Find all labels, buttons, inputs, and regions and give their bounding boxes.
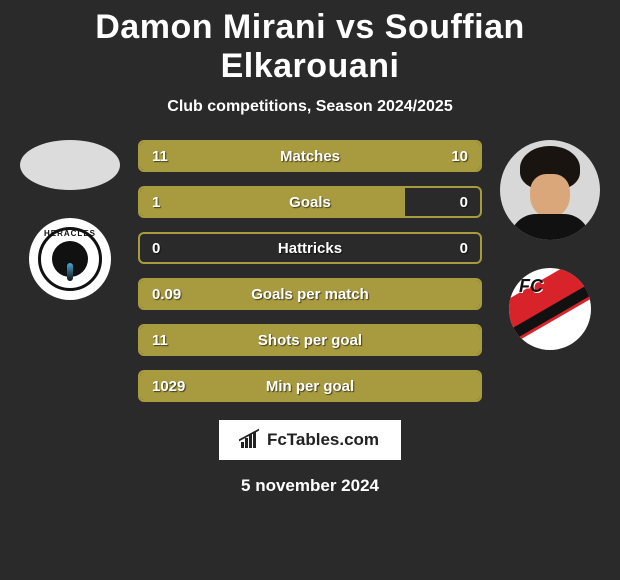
stat-label: Shots per goal <box>140 332 480 349</box>
stat-bars: 11Matches10 1Goals0 0Hattricks0 0.09Goals p… <box>138 140 482 402</box>
footer: FcTables.com 5 november 2024 <box>10 420 610 496</box>
avatar-shirt <box>510 214 590 240</box>
brand-text: FcTables.com <box>267 430 379 450</box>
club-badge-right: FC <box>509 268 591 350</box>
bar-overlay: 11Shots per goal <box>140 326 480 354</box>
stat-bar: 1Goals0 <box>138 186 482 218</box>
stat-bar: 11Shots per goal <box>138 324 482 356</box>
club-badge-left: HERACLES <box>29 218 111 300</box>
bar-overlay: 1029Min per goal <box>140 372 480 400</box>
page-title: Damon Mirani vs Souffian Elkarouani <box>10 8 610 86</box>
right-side: FC <box>500 140 600 350</box>
bar-overlay: 11Matches10 <box>140 142 480 170</box>
avatar-face <box>530 174 570 218</box>
stat-label: Hattricks <box>140 240 480 257</box>
comparison-card: Damon Mirani vs Souffian Elkarouani Club… <box>0 0 620 496</box>
stat-bar: 1029Min per goal <box>138 370 482 402</box>
bar-overlay: 1Goals0 <box>140 188 480 216</box>
date-text: 5 november 2024 <box>241 476 379 496</box>
utrecht-fc-text: FC <box>519 276 543 297</box>
player-avatar-left <box>20 140 120 190</box>
heracles-badge: HERACLES <box>38 227 102 291</box>
brand-badge: FcTables.com <box>219 420 401 460</box>
bar-overlay: 0Hattricks0 <box>140 234 480 262</box>
stat-label: Min per goal <box>140 378 480 395</box>
left-side: HERACLES <box>20 140 120 300</box>
stat-label: Goals <box>140 194 480 211</box>
bar-overlay: 0.09Goals per match <box>140 280 480 308</box>
fctables-icon <box>241 432 259 448</box>
stat-label: Goals per match <box>140 286 480 303</box>
heracles-label: HERACLES <box>41 229 99 238</box>
heracles-inner-icon <box>52 241 88 277</box>
player-avatar-right <box>500 140 600 240</box>
stat-bar: 0.09Goals per match <box>138 278 482 310</box>
page-subtitle: Club competitions, Season 2024/2025 <box>10 98 610 116</box>
stat-bar: 0Hattricks0 <box>138 232 482 264</box>
stat-bar: 11Matches10 <box>138 140 482 172</box>
content-row: HERACLES 11Matches10 1Goals0 0Hattricks0 0.… <box>10 140 610 402</box>
stat-label: Matches <box>140 148 480 165</box>
